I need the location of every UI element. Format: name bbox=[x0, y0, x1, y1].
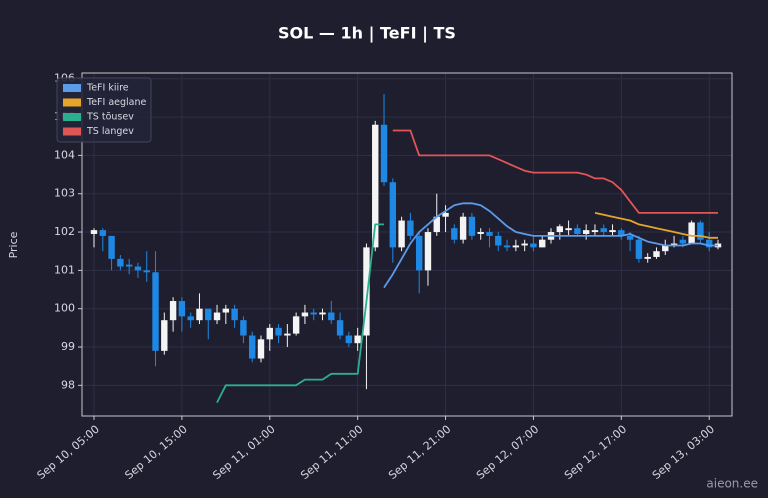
plot-frame bbox=[81, 72, 733, 417]
y-tick-label: 103 bbox=[54, 187, 75, 200]
legend-label: TS tõusev bbox=[86, 112, 134, 123]
candle-body bbox=[495, 235, 502, 246]
candle-body bbox=[108, 235, 115, 259]
y-axis-label: Price bbox=[7, 231, 20, 258]
candle-body bbox=[328, 312, 335, 321]
chart-title: SOL — 1h | TeFI | TS bbox=[278, 24, 456, 44]
candle-body bbox=[99, 230, 106, 236]
candle-body bbox=[477, 232, 484, 234]
candle-body bbox=[134, 266, 142, 271]
candle-body bbox=[591, 230, 599, 233]
y-tick-label: 104 bbox=[54, 148, 75, 161]
candle-body bbox=[626, 235, 634, 240]
candle-body bbox=[459, 216, 467, 240]
candle-body bbox=[600, 228, 607, 233]
candle-body bbox=[521, 243, 528, 246]
candle-body bbox=[90, 230, 98, 234]
y-tick-label: 102 bbox=[54, 225, 75, 238]
candle-body bbox=[372, 124, 379, 248]
candle-body bbox=[574, 228, 581, 234]
candle-body bbox=[415, 235, 423, 271]
candle-body bbox=[530, 243, 537, 248]
candle-body bbox=[609, 230, 616, 233]
candle-body bbox=[565, 228, 572, 231]
candle-body bbox=[363, 247, 370, 336]
candle-body bbox=[697, 222, 704, 240]
candle-body bbox=[688, 222, 695, 244]
candle-body bbox=[407, 220, 414, 236]
indicator-line bbox=[594, 212, 718, 239]
candle-body bbox=[292, 316, 300, 334]
y-tick-label: 98 bbox=[61, 378, 75, 391]
candle-body bbox=[442, 212, 449, 217]
legend-swatch bbox=[63, 84, 81, 92]
candle-body bbox=[143, 270, 150, 273]
legend-swatch bbox=[63, 127, 81, 136]
legend-swatch bbox=[63, 113, 81, 121]
candle-body bbox=[433, 216, 440, 233]
legend: TeFI kiire TeFI aeglane TS tõusev TS langev bbox=[56, 77, 152, 143]
candle-body bbox=[398, 220, 405, 248]
candle-body bbox=[345, 335, 353, 344]
candle-body bbox=[152, 272, 159, 351]
candle-body bbox=[618, 230, 625, 236]
candle-body bbox=[679, 239, 687, 244]
candle-body bbox=[354, 335, 361, 344]
candle-body bbox=[169, 301, 177, 321]
candle-body bbox=[319, 312, 326, 315]
candle-body bbox=[389, 182, 397, 248]
candle-body bbox=[284, 333, 291, 336]
candle-body bbox=[468, 216, 476, 236]
candle-body bbox=[556, 226, 564, 233]
candle-body bbox=[662, 245, 669, 252]
candle-body bbox=[248, 335, 256, 359]
candle-body bbox=[275, 327, 282, 336]
candle-body bbox=[240, 320, 247, 336]
candle-body bbox=[512, 245, 520, 248]
candle-body bbox=[187, 316, 194, 321]
candle-body bbox=[266, 327, 273, 340]
candle-body bbox=[451, 228, 458, 240]
candle-body bbox=[213, 312, 221, 321]
indicator-line bbox=[383, 202, 718, 289]
candle-body bbox=[257, 339, 265, 359]
candle-body bbox=[117, 258, 124, 267]
legend-label: TeFI aeglane bbox=[86, 97, 146, 108]
candle-body bbox=[205, 308, 212, 321]
indicator-line bbox=[216, 223, 384, 404]
legend-box bbox=[56, 77, 152, 143]
candle-body bbox=[125, 264, 133, 267]
candle-body bbox=[301, 312, 309, 317]
candle-body bbox=[706, 239, 713, 248]
candle-body bbox=[161, 320, 168, 351]
indicator-line bbox=[392, 129, 718, 214]
candle-body bbox=[178, 301, 186, 317]
candle-body bbox=[635, 239, 643, 259]
watermark: aieon.ee bbox=[706, 477, 758, 491]
candle-body bbox=[231, 308, 238, 321]
y-tick-label: 100 bbox=[54, 302, 75, 315]
candle-body bbox=[196, 308, 203, 321]
candle-body bbox=[670, 243, 678, 246]
legend-label: TS langev bbox=[86, 126, 134, 137]
candle-body bbox=[503, 245, 511, 248]
candle-body bbox=[310, 312, 317, 315]
candle-body bbox=[582, 230, 590, 234]
candle-body bbox=[539, 239, 546, 248]
candle-body bbox=[336, 320, 344, 336]
candle-body bbox=[424, 232, 432, 271]
candle-body bbox=[222, 308, 230, 313]
candle-body bbox=[486, 232, 493, 236]
candle-body bbox=[644, 256, 651, 259]
y-tick-label: 99 bbox=[61, 340, 75, 353]
y-tick-label: 101 bbox=[54, 263, 75, 276]
legend-swatch bbox=[63, 98, 81, 107]
candle-body bbox=[380, 124, 388, 183]
candle-body bbox=[653, 251, 660, 257]
legend-label: TeFI kiire bbox=[86, 83, 129, 94]
